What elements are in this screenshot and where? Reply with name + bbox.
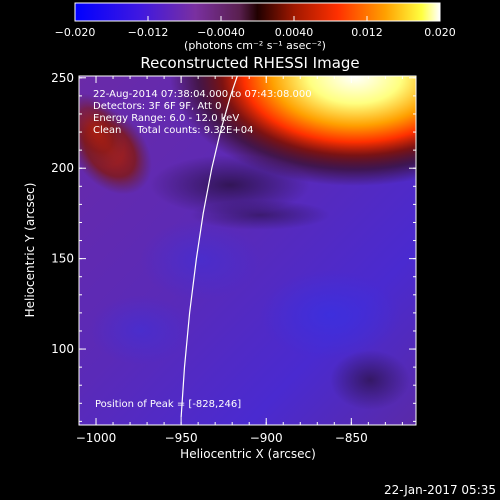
plot-frame: [78, 75, 417, 426]
colorbar-tick-label: −0.020: [55, 26, 96, 39]
x-axis-label: Heliocentric X (arcsec): [180, 447, 316, 461]
heatmap-image: [79, 76, 416, 425]
y-tick-label: 200: [51, 161, 74, 175]
annotation-total-counts: Clean Total counts: 9.32E+04: [93, 125, 253, 136]
y-tick-label: 250: [51, 71, 74, 85]
annotation-time-range: 22-Aug-2014 07:38:04.000 to 07:43:08.000: [93, 89, 312, 100]
x-tick-label: −950: [165, 431, 198, 445]
annotation-peak-position: Position of Peak = [-828,246]: [95, 399, 241, 410]
x-tick-label: −900: [250, 431, 283, 445]
footer-timestamp: 22-Jan-2017 05:35: [384, 483, 496, 497]
x-tick-label: −1000: [76, 431, 117, 445]
colorbar-tick-label: 0.0040: [275, 26, 314, 39]
colorbar-tick-label: 0.012: [351, 26, 383, 39]
x-axis-ticks: −1000 −950 −900 −850: [76, 76, 403, 445]
colorbar-units: (photons cm⁻² s⁻¹ asec⁻²): [184, 39, 326, 52]
colorbar: [74, 2, 441, 22]
annotation-detectors: Detectors: 3F 6F 9F, Att 0: [93, 101, 221, 112]
x-tick-label: −850: [335, 431, 368, 445]
solar-limb-curve: [180, 75, 238, 418]
y-tick-label: 100: [51, 342, 74, 356]
colorbar-ticks: −0.020 −0.012 −0.0040 0.0040 0.012 0.020: [55, 16, 456, 39]
colorbar-tick-label: −0.012: [128, 26, 169, 39]
colorbar-tick-label: −0.0040: [197, 26, 245, 39]
chart-title: Reconstructed RHESSI Image: [140, 54, 359, 72]
y-axis-ticks: 100 150 200 250: [51, 71, 416, 422]
y-axis-label: Heliocentric Y (arcsec): [23, 183, 37, 318]
colorbar-tick-label: 0.020: [424, 26, 456, 39]
y-tick-label: 150: [51, 252, 74, 266]
annotation-energy-range: Energy Range: 6.0 - 12.0 keV: [93, 113, 239, 124]
